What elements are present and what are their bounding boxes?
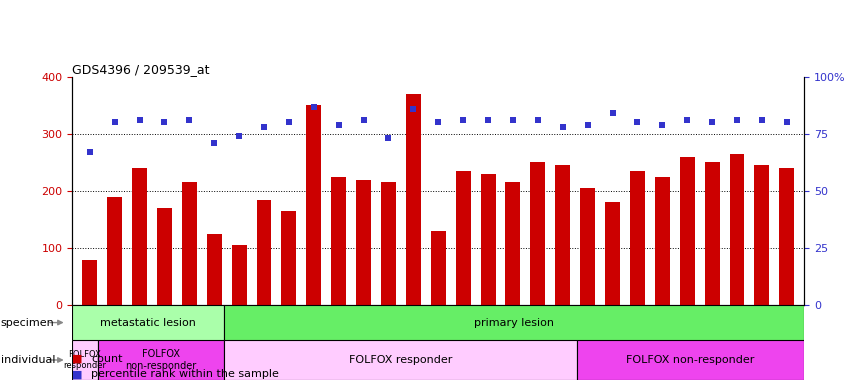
Bar: [481, 174, 495, 305]
Text: percentile rank within the sample: percentile rank within the sample: [91, 369, 279, 379]
Text: FOLFOX non-responder: FOLFOX non-responder: [626, 355, 755, 365]
Text: FOLFOX responder: FOLFOX responder: [349, 355, 452, 365]
Point: [482, 117, 495, 123]
Bar: [754, 166, 769, 305]
Text: metastatic lesion: metastatic lesion: [100, 318, 196, 328]
Point: [681, 117, 694, 123]
Bar: [630, 171, 645, 305]
Bar: [555, 166, 570, 305]
Point: [581, 122, 595, 128]
Point: [182, 117, 196, 123]
Text: primary lesion: primary lesion: [474, 318, 554, 328]
Bar: [72, 305, 224, 340]
Point: [282, 119, 295, 126]
Bar: [306, 105, 322, 305]
Bar: [182, 182, 197, 305]
Bar: [780, 168, 794, 305]
Point: [157, 119, 171, 126]
Bar: [680, 157, 694, 305]
Text: ■: ■: [72, 369, 83, 379]
Bar: [207, 234, 222, 305]
Bar: [505, 182, 521, 305]
Bar: [431, 231, 446, 305]
Bar: [282, 211, 296, 305]
Text: FOLFOX
non-responder: FOLFOX non-responder: [125, 349, 197, 371]
Bar: [256, 200, 271, 305]
Point: [556, 124, 569, 130]
Bar: [224, 305, 804, 340]
Point: [108, 119, 122, 126]
Text: individual: individual: [1, 355, 55, 365]
Text: ■: ■: [72, 354, 83, 364]
Point: [755, 117, 768, 123]
Point: [307, 103, 321, 109]
Point: [332, 122, 346, 128]
Point: [208, 140, 221, 146]
Bar: [157, 208, 172, 305]
Text: count: count: [91, 354, 123, 364]
Point: [257, 124, 271, 130]
Point: [655, 122, 669, 128]
Text: FOLFOX
responder: FOLFOX responder: [64, 350, 106, 370]
Point: [705, 119, 719, 126]
Bar: [107, 197, 123, 305]
Point: [780, 119, 794, 126]
Bar: [231, 245, 247, 305]
Bar: [224, 340, 577, 380]
Bar: [132, 168, 147, 305]
Bar: [98, 340, 224, 380]
Point: [407, 106, 420, 112]
Bar: [577, 340, 804, 380]
Point: [357, 117, 370, 123]
Text: specimen: specimen: [1, 318, 54, 328]
Text: GDS4396 / 209539_at: GDS4396 / 209539_at: [72, 63, 210, 76]
Point: [431, 119, 445, 126]
Bar: [455, 171, 471, 305]
Bar: [406, 94, 421, 305]
Bar: [331, 177, 346, 305]
Bar: [605, 202, 620, 305]
Bar: [705, 162, 720, 305]
Point: [381, 136, 395, 142]
Point: [631, 119, 644, 126]
Point: [606, 110, 620, 116]
Point: [506, 117, 520, 123]
Bar: [580, 188, 595, 305]
Bar: [381, 182, 396, 305]
Bar: [654, 177, 670, 305]
Point: [83, 149, 96, 155]
Point: [456, 117, 470, 123]
Bar: [83, 260, 97, 305]
Bar: [530, 162, 545, 305]
Bar: [72, 340, 98, 380]
Point: [232, 133, 246, 139]
Bar: [356, 180, 371, 305]
Point: [133, 117, 146, 123]
Point: [531, 117, 545, 123]
Point: [730, 117, 744, 123]
Bar: [729, 154, 745, 305]
